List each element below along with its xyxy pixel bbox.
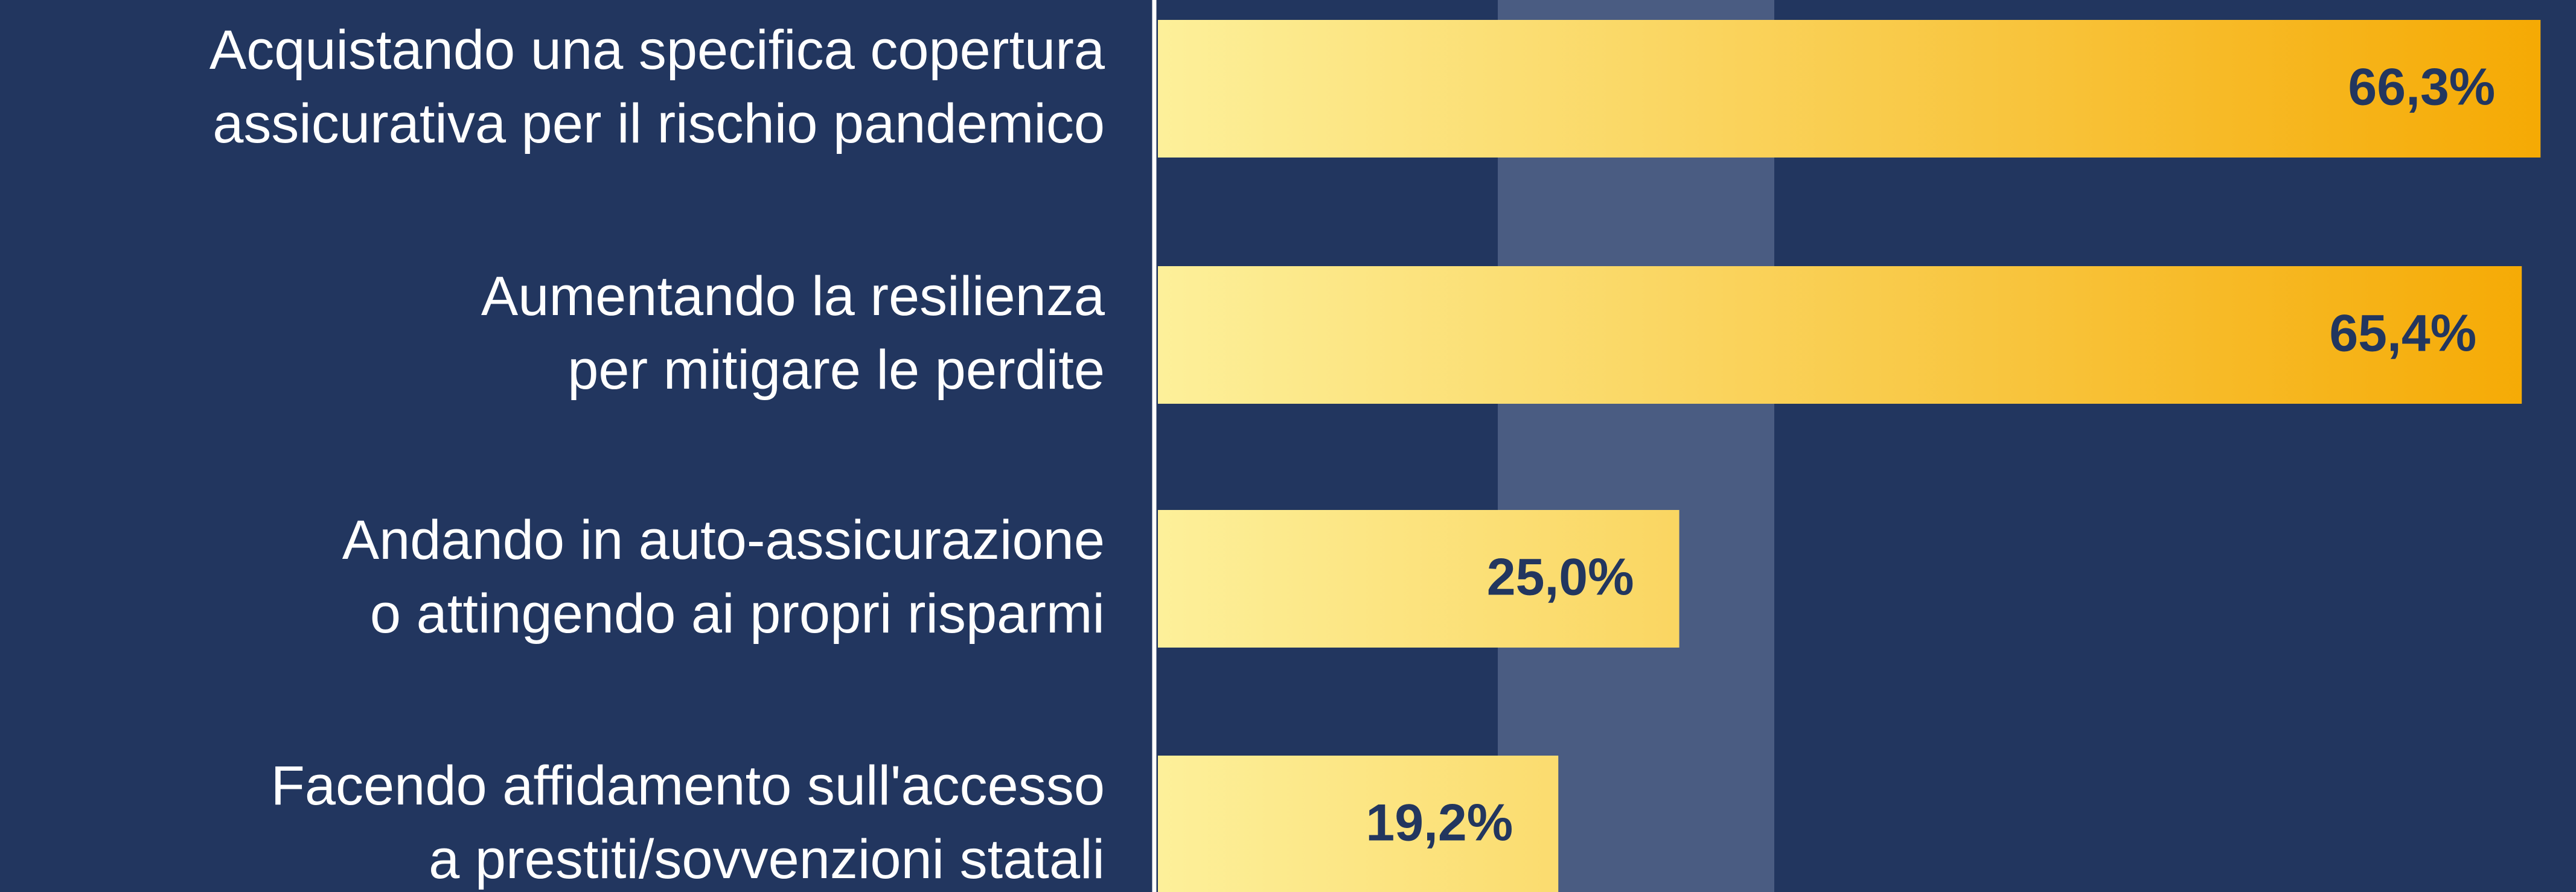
category-label: Aumentando la resilienza per mitigare le …	[481, 266, 1105, 401]
category-line: Acquistando una specifica copertura	[209, 19, 1105, 81]
category-label: Acquistando una specifica copertura assic…	[209, 19, 1105, 155]
category-line: assicurativa per il rischio pandemico	[213, 93, 1105, 155]
value-label: 65,4%	[2329, 305, 2476, 363]
category-line: Facendo affidamento sull'accesso	[271, 755, 1105, 817]
bar	[1158, 510, 1680, 648]
value-label: 19,2%	[1366, 794, 1513, 852]
category-line: o attingendo ai propri risparmi	[370, 583, 1105, 645]
category-line: per mitigare le perdite	[567, 339, 1105, 401]
bar	[1158, 756, 1559, 892]
value-label: 25,0%	[1487, 549, 1634, 607]
bar	[1158, 266, 2522, 404]
category-label: Facendo affidamento sull'accesso a presti…	[271, 755, 1105, 890]
category-line: a prestiti/sovvenzioni statali	[429, 829, 1105, 890]
value-label: 66,3%	[2348, 59, 2495, 116]
category-line: Andando in auto-assicurazione	[342, 509, 1105, 571]
category-line: Aumentando la resilienza	[481, 266, 1105, 327]
category-label: Andando in auto-assicurazione o attingend…	[342, 509, 1105, 645]
bar	[1158, 20, 2541, 158]
